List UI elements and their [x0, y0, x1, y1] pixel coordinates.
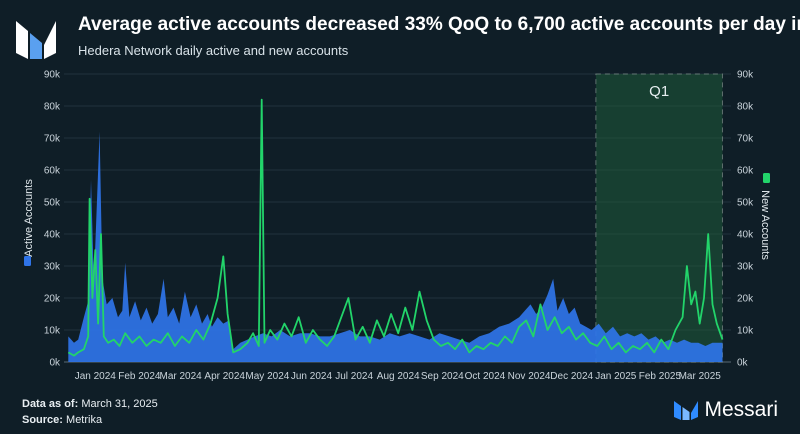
- x-tick-label: Feb 2024: [118, 371, 161, 382]
- y-right-tick-label: 80k: [737, 102, 754, 113]
- y-right-axis-label: New Accounts: [759, 190, 771, 260]
- x-tick-label: Jun 2024: [291, 371, 333, 382]
- y-left-tick-label: 10k: [44, 326, 61, 337]
- source-label: Source:: [22, 414, 63, 426]
- x-tick-label: Apr 2024: [204, 371, 245, 382]
- y-left-tick-label: 80k: [44, 102, 61, 113]
- y-right-tick-label: 0k: [737, 358, 749, 369]
- y-left-tick-label: 60k: [44, 166, 61, 177]
- source-value: Metrika: [66, 414, 103, 426]
- y-right-tick-label: 20k: [737, 294, 754, 305]
- brand: Messari: [673, 398, 778, 422]
- x-tick-label: Sep 2024: [421, 371, 464, 382]
- new-accounts-legend-marker: [763, 173, 770, 183]
- x-tick-label: Aug 2024: [377, 371, 420, 382]
- brand-name: Messari: [704, 398, 778, 421]
- data-as-of-label: Data as of:: [22, 398, 79, 410]
- q1-label: Q1: [649, 83, 669, 100]
- y-left-tick-label: 0k: [49, 358, 61, 369]
- y-right-tick-label: 60k: [737, 166, 754, 177]
- x-tick-label: Nov 2024: [508, 371, 551, 382]
- y-left-tick-label: 40k: [44, 230, 61, 241]
- x-tick-label: Jan 2024: [75, 371, 117, 382]
- x-tick-label: Oct 2024: [465, 371, 506, 382]
- y-right-tick-label: 50k: [737, 198, 754, 209]
- y-left-tick-label: 20k: [44, 294, 61, 305]
- y-right-axis-label-text: New Accounts: [759, 190, 771, 260]
- y-left-tick-label: 50k: [44, 198, 61, 209]
- y-right-tick-label: 70k: [737, 134, 754, 145]
- data-as-of-value: March 31, 2025: [81, 398, 158, 410]
- x-tick-label: May 2024: [245, 371, 289, 382]
- messari-brand-icon: [674, 401, 699, 420]
- q1-highlight: [595, 73, 723, 363]
- y-left-axis-label-text: Active Accounts: [23, 179, 35, 257]
- chart-subtitle: Hedera Network daily active and new acco…: [78, 43, 349, 58]
- y-right-tick-label: 90k: [737, 70, 754, 81]
- y-right-tick-label: 40k: [737, 230, 754, 241]
- y-left-tick-label: 90k: [44, 70, 61, 81]
- y-left-axis-label: Active Accounts: [23, 179, 35, 257]
- y-right-tick-label: 30k: [737, 262, 754, 273]
- y-right-tick-label: 10k: [737, 326, 754, 337]
- x-tick-label: Mar 2025: [679, 371, 722, 382]
- x-tick-label: Dec 2024: [550, 371, 593, 382]
- chart-canvas: 0k 0k 10k 10k 20k 20k 30k 30k 40k 40k 50k 50k 60k 60k…: [23, 70, 771, 383]
- x-tick-label: Jul 2024: [335, 371, 373, 382]
- y-left-tick-label: 30k: [44, 262, 61, 273]
- x-tick-label: Feb 2025: [639, 371, 682, 382]
- x-tick-label: Jan 2025: [595, 371, 637, 382]
- x-tick-label: Mar 2024: [159, 371, 202, 382]
- data-as-of: Data as of: March 31, 2025: [22, 398, 158, 410]
- active-accounts-legend-marker: [24, 256, 31, 266]
- source-line: Source: Metrika: [22, 414, 102, 426]
- new-accounts-line: [67, 98, 724, 357]
- chart-title: Average active accounts decreased 33% Qo…: [78, 14, 800, 35]
- messari-logo-icon: [16, 21, 56, 59]
- y-left-tick-label: 70k: [44, 134, 61, 145]
- active-accounts-area: [68, 131, 723, 362]
